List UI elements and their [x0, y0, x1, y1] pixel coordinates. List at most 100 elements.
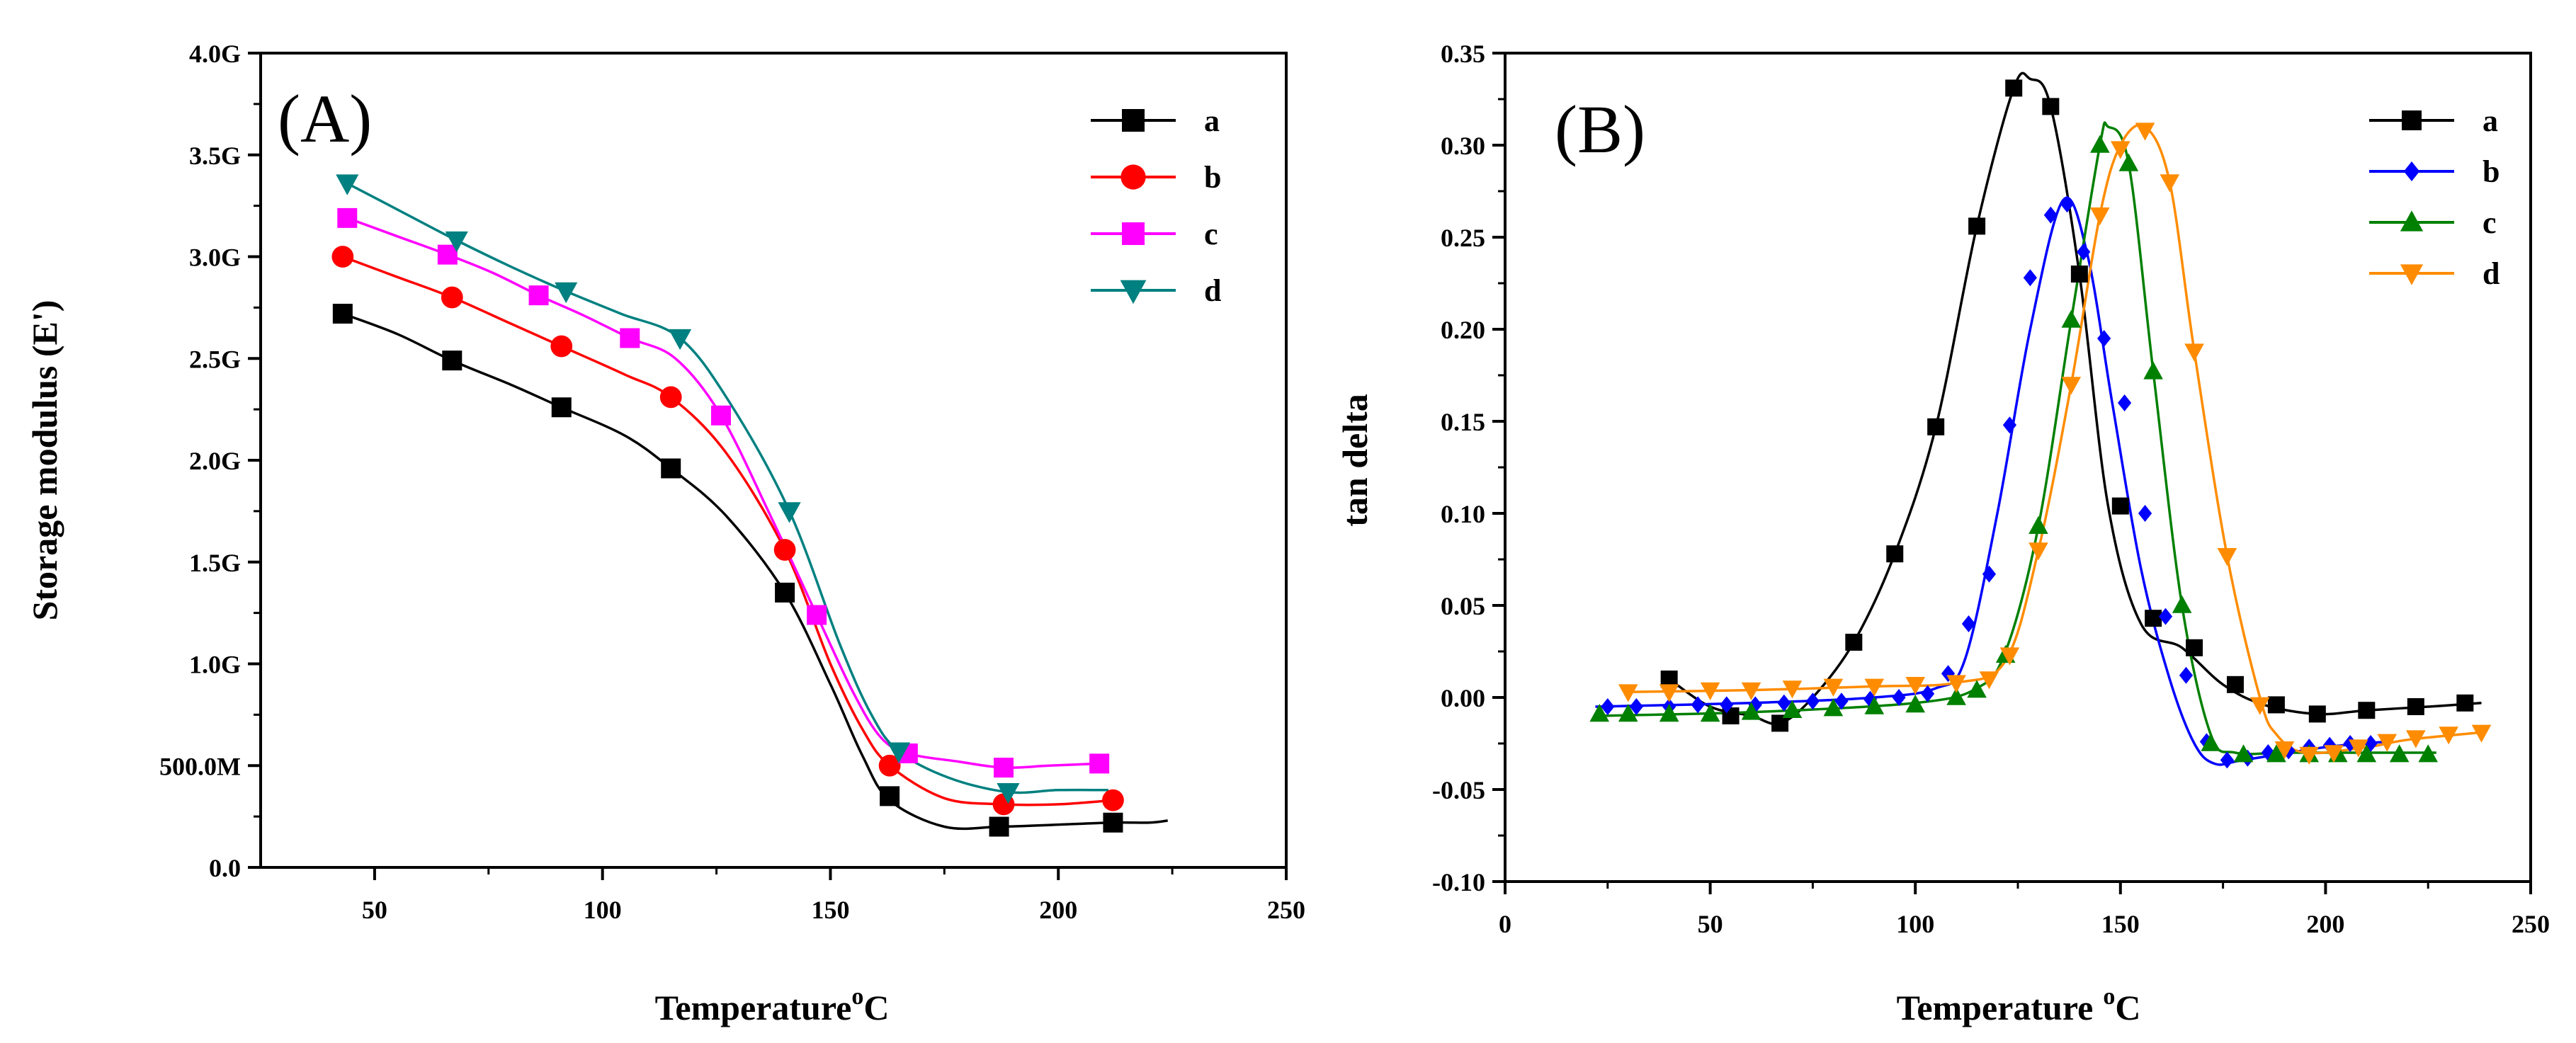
x-tick-label-a-4: 250 — [1267, 896, 1305, 924]
data-point-a-a-3 — [661, 458, 681, 479]
y-tick-label-b-5: 0.15 — [1441, 408, 1485, 436]
data-point-b-d-23 — [2348, 739, 2368, 758]
y-tick-label-b-0: -0.10 — [1432, 868, 1485, 896]
data-point-b-d-2 — [1700, 682, 1720, 700]
data-point-b-a-15 — [2308, 705, 2326, 723]
data-point-b-a-9 — [2070, 266, 2088, 283]
data-point-a-c-7 — [993, 758, 1014, 778]
data-point-b-a-16 — [2358, 702, 2376, 719]
data-point-b-c-13 — [2061, 309, 2082, 328]
legend-label-a-d: d — [1204, 273, 1221, 308]
data-point-b-b-24 — [2179, 666, 2194, 684]
data-point-a-b-7 — [1102, 789, 1124, 811]
series-line-a-d — [346, 182, 1109, 794]
legend-label-a-b: b — [1204, 160, 1221, 195]
x-tick-label-b-1: 50 — [1698, 910, 1723, 938]
y-tick-label-b-6: 0.20 — [1441, 316, 1485, 344]
data-point-b-a-18 — [2456, 694, 2474, 712]
data-point-a-a-4 — [775, 582, 795, 603]
legend-label-b-a: a — [2483, 103, 2498, 138]
data-point-b-c-0 — [1589, 704, 1610, 722]
x-tick-label-b-2: 100 — [1896, 910, 1934, 938]
data-point-b-b-11 — [1920, 685, 1935, 702]
data-point-b-a-5 — [1927, 418, 1945, 435]
legend-marker-b-d — [2400, 264, 2424, 285]
data-point-b-d-24 — [2377, 734, 2398, 752]
chart-panel-b: 0 50 100 150 200 250 -0.10 -0.05 0.00 0.05 0.10 0.1… — [1335, 40, 2550, 1027]
legend-label-b-c: c — [2483, 205, 2497, 240]
data-point-b-b-4 — [1720, 696, 1734, 714]
data-point-b-d-21 — [2299, 746, 2320, 765]
series-line-b-b — [1595, 196, 2388, 766]
x-axis-title-b: Temperature oC — [1897, 984, 2141, 1027]
data-point-b-c-23 — [2356, 744, 2377, 763]
y-tick-label-b-7: 0.25 — [1441, 224, 1485, 252]
data-point-b-a-11 — [2145, 610, 2162, 627]
data-point-b-d-0 — [1618, 684, 1638, 702]
data-point-b-d-27 — [2471, 724, 2492, 743]
data-point-a-c-0 — [337, 207, 358, 228]
y-tick-label-b-1: -0.05 — [1432, 776, 1485, 804]
data-point-a-b-3 — [659, 386, 682, 409]
data-point-b-a-17 — [2407, 698, 2424, 715]
data-point-a-c-8 — [1089, 753, 1110, 774]
data-point-b-b-3 — [1691, 696, 1705, 714]
data-point-a-d-4 — [778, 502, 801, 523]
data-point-b-b-21 — [2117, 394, 2132, 411]
x-tick-label-b-3: 150 — [2101, 910, 2140, 938]
y-tick-label-a-6: 3.0G — [189, 244, 241, 272]
data-point-b-b-19 — [2077, 243, 2091, 261]
data-point-a-a-0 — [332, 304, 353, 324]
data-point-b-d-13 — [2090, 207, 2110, 226]
legend-label-a-c: c — [1204, 217, 1218, 251]
data-point-b-d-8 — [1946, 675, 1966, 693]
data-point-b-c-12 — [2029, 515, 2048, 534]
series-markers-b — [1589, 79, 2492, 769]
data-point-b-d-16 — [2160, 174, 2180, 193]
data-point-a-a-2 — [551, 397, 572, 418]
data-point-b-d-20 — [2274, 741, 2295, 760]
data-point-b-c-1 — [1618, 704, 1638, 722]
data-point-a-a-6 — [989, 816, 1009, 837]
y-tick-label-a-2: 1.0G — [189, 651, 241, 679]
data-point-a-b-4 — [773, 539, 796, 561]
legend-marker-b-a — [2402, 110, 2422, 130]
x-tick-label-b-0: 0 — [1499, 910, 1511, 938]
data-point-b-c-7 — [1864, 696, 1885, 714]
data-point-b-c-2 — [1659, 704, 1679, 722]
data-point-b-d-14 — [2111, 141, 2130, 159]
legend-label-b-b: b — [2483, 154, 2500, 189]
data-point-b-a-12 — [2186, 639, 2203, 656]
y-tick-label-b-4: 0.10 — [1441, 500, 1485, 528]
y-axis-title-a: Storage modulus (E') — [25, 300, 64, 621]
data-point-a-a-7 — [1103, 812, 1123, 833]
y-tick-label-b-8: 0.30 — [1441, 132, 1485, 160]
data-point-b-d-9 — [1979, 671, 1999, 690]
data-point-b-d-17 — [2184, 343, 2204, 362]
data-point-a-d-3 — [668, 329, 692, 350]
data-point-b-b-20 — [2097, 330, 2111, 347]
data-point-a-d-1 — [445, 231, 468, 253]
x-axis-title-a-main: Temperature — [655, 988, 852, 1027]
data-point-b-c-3 — [1700, 704, 1720, 722]
data-point-a-b-1 — [441, 286, 463, 309]
y-tick-label-a-5: 2.5G — [189, 345, 241, 373]
series-line-a-c — [346, 217, 1100, 770]
series-curves-a — [342, 182, 1168, 831]
data-point-b-a-4 — [1886, 545, 1904, 563]
data-point-b-b-14 — [1982, 565, 1997, 583]
data-point-b-b-10 — [1892, 689, 1906, 706]
data-point-b-c-14 — [2090, 135, 2110, 153]
data-point-b-b-13 — [1961, 615, 1976, 632]
data-point-b-d-4 — [1782, 680, 1803, 699]
data-point-b-a-3 — [1845, 634, 1863, 651]
data-point-b-c-18 — [2201, 733, 2221, 751]
data-point-b-c-9 — [1946, 687, 1966, 705]
data-point-b-d-12 — [2061, 377, 2082, 395]
x-tick-label-a-1: 100 — [584, 896, 622, 924]
data-point-b-d-15 — [2135, 122, 2155, 141]
data-point-a-c-5 — [807, 605, 827, 625]
